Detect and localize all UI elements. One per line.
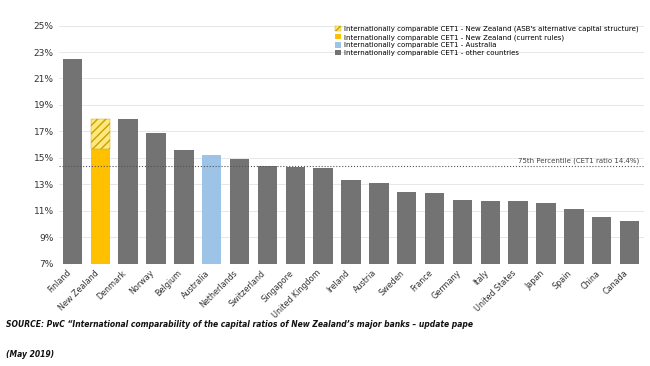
Bar [564, 209, 584, 356]
Bar [536, 203, 556, 356]
Bar [313, 168, 333, 356]
Bar [397, 192, 417, 356]
Bar [174, 150, 194, 356]
Bar [285, 167, 305, 356]
Bar [425, 194, 445, 356]
Bar [118, 119, 138, 356]
Bar [257, 166, 277, 356]
Bar [90, 119, 110, 149]
Bar [508, 201, 528, 356]
Text: (May 2019): (May 2019) [6, 350, 55, 359]
Text: SOURCE: PwC “International comparability of the capital ratios of New Zealand’s : SOURCE: PwC “International comparability… [6, 320, 473, 329]
Legend: Internationally comparable CET1 - New Zealand (ASB's alternative capital structu: Internationally comparable CET1 - New Ze… [333, 24, 640, 57]
Bar [341, 180, 361, 356]
Bar [90, 149, 110, 356]
Bar [480, 201, 500, 356]
Text: 75th Percentile (CET1 ratio 14.4%): 75th Percentile (CET1 ratio 14.4%) [518, 158, 640, 164]
Bar [592, 217, 612, 356]
Bar [369, 183, 389, 356]
Bar [620, 221, 640, 356]
Bar [230, 159, 250, 356]
Bar [452, 200, 472, 356]
Bar [202, 155, 222, 356]
Bar [62, 59, 82, 356]
Bar [146, 133, 166, 356]
